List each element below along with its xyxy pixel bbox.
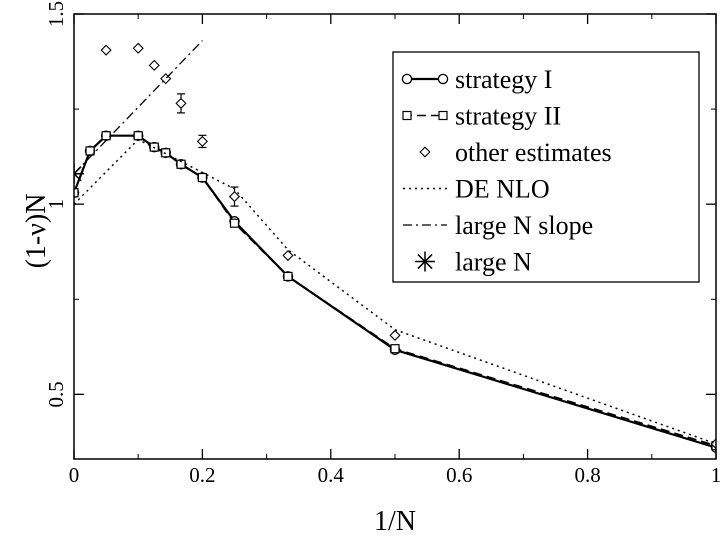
legend-label-1: strategy II	[455, 102, 561, 131]
legend-label-4: large N slope	[455, 211, 593, 240]
axes: 0 0.2 0.4 0.6 0.8 1 0.5 1 1.5	[44, 1, 721, 487]
series-2-point	[389, 329, 401, 341]
series-4-line	[74, 40, 203, 175]
legend-marker	[401, 73, 413, 85]
series-2-point	[148, 59, 160, 71]
series-1-point	[133, 131, 143, 141]
series-1-point	[85, 146, 95, 156]
series-1-point	[283, 271, 293, 282]
legend-box	[392, 51, 700, 283]
series-1-point	[101, 131, 111, 141]
plot-area	[74, 40, 716, 453]
legend-marker	[415, 251, 435, 272]
x-tick-label: 0.2	[189, 463, 215, 487]
legend-marker-stroke	[417, 253, 433, 270]
series-2-point	[100, 44, 112, 56]
series-2-point	[282, 249, 294, 262]
x-axis-title: 1/N	[374, 506, 416, 537]
x-tick-label: 0	[69, 463, 80, 487]
y-tick-label: 1	[44, 199, 68, 210]
series-5-point	[74, 163, 84, 184]
legend-marker	[438, 110, 448, 121]
legend-marker	[419, 146, 431, 158]
legend-marker	[437, 73, 449, 85]
x-tick-label: 1	[711, 463, 722, 487]
series-2-point	[175, 97, 187, 109]
legend-label-3: DE NLO	[455, 175, 550, 204]
series-1-point	[390, 344, 400, 354]
series-5-point-stroke	[74, 172, 82, 182]
series-1-point	[74, 188, 79, 198]
y-tick-label: 1.5	[44, 1, 68, 27]
series-1-point	[229, 218, 240, 228]
series-1-point	[197, 172, 207, 183]
y-tick-label: 0.5	[44, 381, 68, 407]
legend-label-0: strategy I	[455, 65, 552, 94]
y-axis-title: (1-ν)N	[21, 194, 52, 269]
legend-label-2: other estimates	[455, 138, 612, 167]
x-tick-label: 0.8	[574, 463, 600, 487]
x-tick-label: 0.6	[446, 463, 472, 487]
series-2-point	[132, 42, 144, 54]
series-2-point	[228, 190, 241, 203]
legend: strategy I strategy II other estimates DE N…	[392, 51, 700, 283]
legend-marker	[402, 110, 412, 121]
series-5-point-stroke	[74, 166, 82, 175]
legend-label-5: large N	[455, 248, 532, 277]
series-2-point	[196, 135, 208, 147]
x-tick-label: 0.4	[318, 463, 345, 487]
